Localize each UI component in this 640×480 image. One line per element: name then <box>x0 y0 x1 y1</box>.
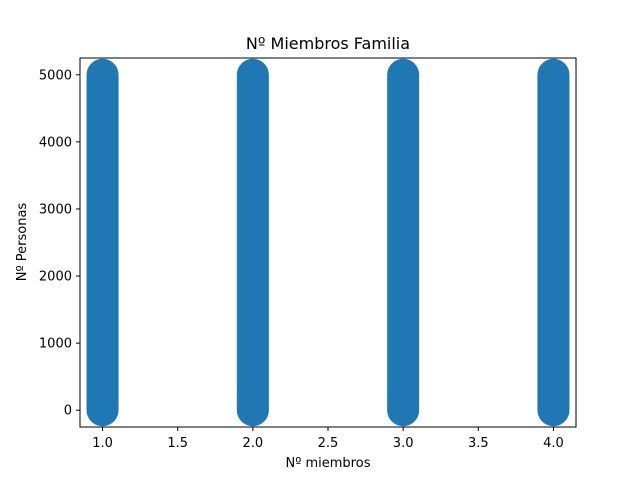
x-tick-label: 2.5 <box>318 436 339 451</box>
x-axis-label: Nº miembros <box>286 456 371 471</box>
x-tick-label: 2.0 <box>243 436 264 451</box>
scatter-marks <box>86 58 570 427</box>
x-tick-label: 3.0 <box>393 436 414 451</box>
y-tick-label: 0 <box>64 404 72 419</box>
y-axis-label: Nº Personas <box>15 203 30 282</box>
x-tick-label: 1.5 <box>167 436 188 451</box>
x-tick-label: 4.0 <box>543 436 564 451</box>
x-tick-label: 1.0 <box>92 436 113 451</box>
x-tick-label: 3.5 <box>468 436 489 451</box>
y-tick-label: 3000 <box>39 202 72 217</box>
x-axis-ticks: 1.0 1.5 2.0 2.5 3.0 3.5 4.0 <box>92 427 564 451</box>
y-axis-ticks: 0 1000 2000 3000 4000 5000 <box>39 68 80 419</box>
y-tick-label: 5000 <box>39 68 72 83</box>
y-tick-label: 4000 <box>39 135 72 150</box>
y-tick-label: 1000 <box>39 337 72 352</box>
chart-title: Nº Miembros Familia <box>246 34 410 53</box>
y-tick-label: 2000 <box>39 270 72 285</box>
